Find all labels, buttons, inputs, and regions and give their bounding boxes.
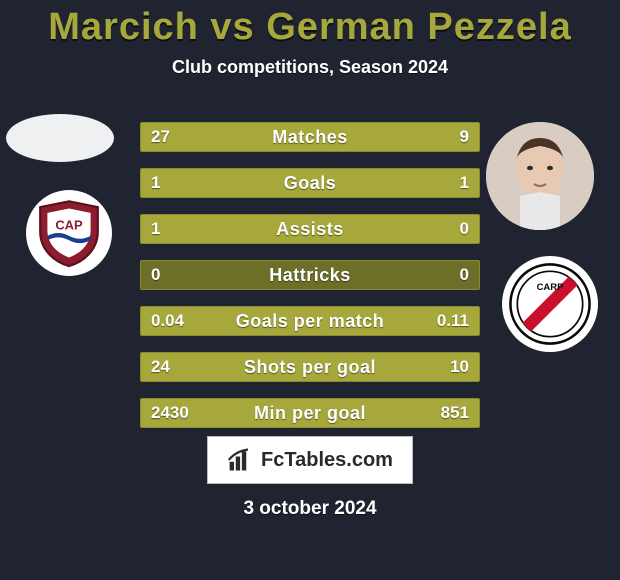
stat-row: 11Goals (140, 168, 480, 198)
brand-name: FcTables.com (261, 449, 393, 472)
shield-icon: CAP (33, 197, 105, 269)
stat-label: Goals per match (141, 307, 479, 335)
bars-logo-icon (227, 446, 255, 474)
right-player-avatar (486, 122, 594, 230)
stat-label: Assists (141, 215, 479, 243)
stat-label: Hattricks (141, 261, 479, 289)
stat-row: 0.040.11Goals per match (140, 306, 480, 336)
stat-row: 00Hattricks (140, 260, 480, 290)
stat-label: Matches (141, 123, 479, 151)
footer-date: 3 october 2024 (0, 498, 620, 520)
stat-label: Shots per goal (141, 353, 479, 381)
stat-row: 279Matches (140, 122, 480, 152)
content-root: Marcich vs German Pezzela Club competiti… (0, 0, 620, 580)
brand-badge[interactable]: FcTables.com (207, 436, 413, 484)
left-club-crest: CAP (26, 190, 112, 276)
stat-row: 2410Shots per goal (140, 352, 480, 382)
player-face-icon (486, 122, 594, 230)
svg-text:CARP: CARP (537, 282, 564, 293)
page-title: Marcich vs German Pezzela (0, 0, 620, 49)
stat-row: 10Assists (140, 214, 480, 244)
svg-text:CAP: CAP (55, 217, 83, 232)
stat-row: 2430851Min per goal (140, 398, 480, 428)
club-badge-icon: CARP (507, 261, 593, 347)
stat-label: Goals (141, 169, 479, 197)
left-player-avatar (6, 114, 114, 162)
page-subtitle: Club competitions, Season 2024 (0, 57, 620, 78)
right-club-crest: CARP (502, 256, 598, 352)
comparison-bars: 279Matches 11Goals 10Assists 00Hattricks 0.0… (140, 122, 480, 444)
stat-label: Min per goal (141, 399, 479, 427)
